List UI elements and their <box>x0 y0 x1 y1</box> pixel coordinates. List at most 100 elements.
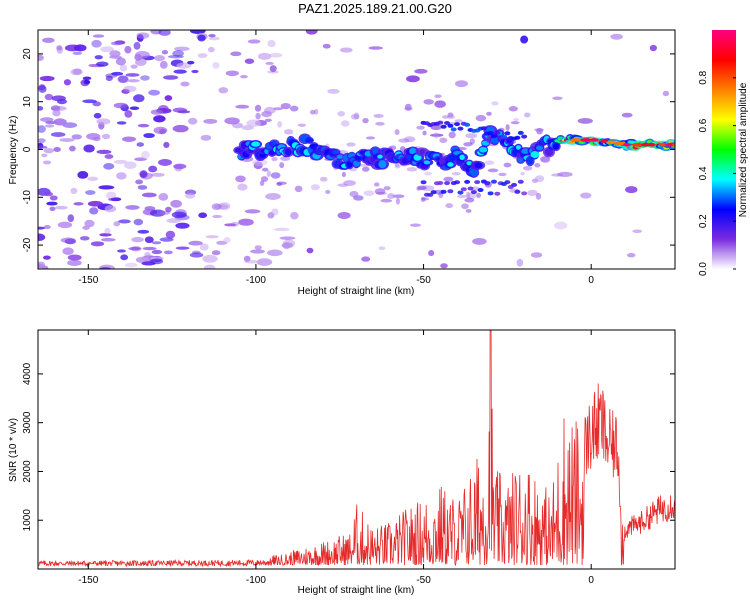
spectrogram-cell <box>490 134 497 139</box>
spectrogram-cell <box>340 120 350 127</box>
spectrogram-cell <box>127 79 140 83</box>
spectrogram-cell <box>96 61 109 67</box>
spectrogram-cell <box>494 130 501 135</box>
spectrogram-cell <box>662 90 670 97</box>
spectrogram-cell <box>474 162 483 169</box>
spectrogram-cell <box>280 103 291 110</box>
spectrogram-cell <box>235 104 250 109</box>
spectrogram-cell <box>363 190 375 196</box>
spectrogram-cell <box>67 259 82 266</box>
spectrogram-cell <box>82 99 97 104</box>
spectrogram-cell <box>469 168 478 177</box>
spectrogram-cell <box>188 240 203 246</box>
spectrogram-cell <box>247 39 261 44</box>
spectrogram-cell <box>277 121 282 128</box>
spectrogram-cell <box>91 39 102 48</box>
snr-y-ticks: 1000 2000 3000 4000 <box>22 362 675 531</box>
colorbar: 0.0 0.2 0.4 0.6 0.8 Normalized spectral ampl… <box>698 30 749 276</box>
spectrogram-cell <box>90 241 105 247</box>
spectrogram-cell <box>414 68 428 74</box>
spectrogram-cell <box>261 167 269 172</box>
spectrogram-cell <box>451 172 461 176</box>
spectrogram-cell <box>325 189 331 194</box>
spectrogram-cell <box>448 131 456 139</box>
spectrogram-cell <box>409 147 417 155</box>
spectrogram-cell <box>510 121 520 125</box>
spectrogram-cell <box>125 205 140 210</box>
spectrogram-cell <box>165 230 176 239</box>
spectrogram-cell <box>100 238 116 242</box>
spectrogram-cell <box>172 50 184 57</box>
spectrogram-cell <box>514 189 521 194</box>
spectrogram-cell <box>516 258 524 267</box>
spectrogram-cell <box>251 141 261 147</box>
spectrogram-cell <box>44 191 53 197</box>
spectrogram-cell <box>424 171 432 176</box>
spectrogram-cell <box>133 218 144 226</box>
snr-panel: -150 -100 -50 0 1000 2000 3000 4000 Height of … <box>8 329 676 596</box>
spectrogram-cell <box>150 109 163 115</box>
spectrogram-cell <box>164 95 173 101</box>
spectrogram-cell <box>570 138 582 142</box>
spectrogram-cell <box>170 199 182 208</box>
spectrogram-cell <box>113 159 128 164</box>
spectrogram-cell <box>252 158 268 166</box>
spectrogram-cell <box>283 129 294 135</box>
spectrogram-cell <box>465 133 478 139</box>
spectrogram-cell <box>465 208 472 213</box>
spectrogram-cell <box>38 54 44 61</box>
spectrogram-cell <box>446 114 455 119</box>
spectrogram-cell <box>552 143 560 150</box>
spectrogram-cell <box>368 46 383 50</box>
spectrogram-cell <box>527 157 533 165</box>
spectrogram-cell <box>361 256 371 262</box>
spectrogram-cell <box>387 193 395 199</box>
spectrogram-cell <box>439 137 448 144</box>
spectrogram-cell <box>207 46 215 53</box>
spectrogram-x-tick-label: -150 <box>78 275 98 286</box>
spectrogram-cell <box>163 141 170 149</box>
spectrogram-cell <box>464 179 471 184</box>
spectrogram-cell <box>487 168 499 173</box>
spectrogram-cell <box>551 173 564 177</box>
spectrogram-cell <box>72 51 82 56</box>
spectrogram-cell <box>257 52 272 60</box>
spectrogram-cell <box>224 223 237 227</box>
spectrogram-cell <box>52 109 61 117</box>
spectrogram-cell <box>514 135 521 140</box>
spectrogram-cell <box>56 46 64 54</box>
spectrogram-cell <box>266 170 271 177</box>
spectrogram-cell <box>479 146 488 153</box>
snr-x-tick-label: -50 <box>416 575 431 586</box>
colorbar-tick-label: 0.6 <box>698 118 709 132</box>
spectrogram-cell <box>375 121 385 126</box>
spectrogram-cell <box>409 223 421 227</box>
spectrogram-cell <box>56 44 63 51</box>
spectrogram-cell <box>255 112 261 120</box>
spectrogram-cell <box>517 179 524 184</box>
spectrogram-cell <box>141 192 157 198</box>
spectrogram-cell <box>79 236 90 241</box>
spectrogram-cell <box>124 110 133 118</box>
spectrogram-cell <box>310 184 320 191</box>
spectrogram-cell <box>163 75 179 80</box>
spectrogram-cell <box>55 205 68 210</box>
spectrogram-cell <box>150 258 164 265</box>
spectrogram-cell <box>279 236 296 240</box>
spectrogram-cell <box>140 75 150 81</box>
spectrogram-cell <box>454 180 461 185</box>
spectrogram-cell <box>135 50 150 59</box>
spectrogram-cell <box>102 133 111 140</box>
spectrogram-cell <box>53 146 61 152</box>
spectrogram-cell <box>270 172 281 179</box>
spectrogram-cell <box>116 172 127 180</box>
spectrogram-x-ticks: -150 -100 -50 0 <box>78 30 594 286</box>
spectrogram-cell <box>264 106 276 114</box>
spectrogram-cell <box>256 258 273 266</box>
spectrogram-cell <box>166 218 181 224</box>
spectrogram-cell <box>378 246 386 250</box>
spectrogram-cell <box>290 105 299 112</box>
spectrogram-cell <box>254 104 262 112</box>
